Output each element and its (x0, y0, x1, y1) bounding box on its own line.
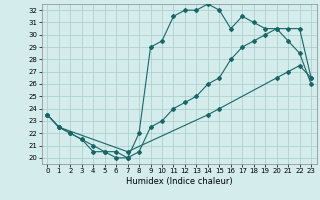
X-axis label: Humidex (Indice chaleur): Humidex (Indice chaleur) (126, 177, 233, 186)
